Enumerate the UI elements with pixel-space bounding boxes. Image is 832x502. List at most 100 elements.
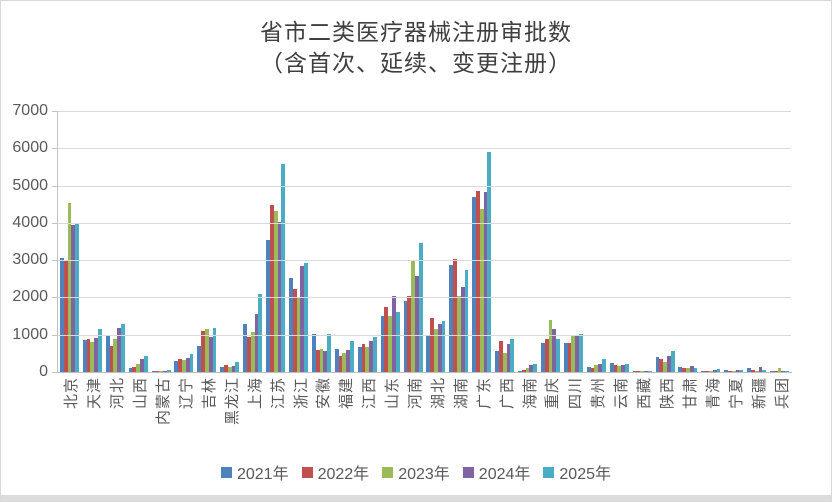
bar-广西-2025年 — [510, 339, 515, 372]
bar-四川-2021年 — [563, 343, 568, 372]
x-axis-tick-label: 广东 — [476, 377, 493, 410]
legend-item-2022年: 2022年 — [301, 460, 370, 484]
bar-安徽-2022年 — [315, 350, 320, 372]
bar-辽宁-2021年 — [174, 361, 179, 372]
bar-北京-2025年 — [75, 224, 79, 372]
bar-贵州-2021年 — [586, 367, 591, 372]
bar-安徽-2021年 — [311, 334, 316, 372]
x-axis-tick-label: 山东 — [385, 377, 402, 410]
bar-兵团-2023年 — [777, 368, 782, 372]
x-axis-tick-label: 甘肃 — [682, 377, 699, 410]
bar-江西-2022年 — [361, 344, 366, 372]
bar-陕西-2024年 — [666, 356, 671, 372]
bar-青海-2024年 — [712, 370, 717, 372]
bar-内蒙古-2024年 — [162, 371, 167, 372]
bar-陕西-2023年 — [663, 362, 667, 372]
bar-上海-2022年 — [247, 337, 251, 372]
bar-福建-2022年 — [338, 356, 343, 372]
bar-浙江-2022年 — [292, 289, 297, 372]
legend-swatch-icon — [543, 466, 555, 478]
bar-海南-2021年 — [518, 371, 522, 372]
x-axis-label-slot: 河北 — [104, 377, 127, 461]
bar-天津-2021年 — [82, 340, 87, 372]
legend-label: 2022年 — [317, 466, 370, 483]
x-axis-tick-label: 辽宁 — [178, 377, 195, 410]
x-axis-tick-label: 北京 — [64, 377, 81, 410]
bar-group-山西 — [127, 111, 150, 372]
x-axis-tick-label: 广西 — [499, 377, 516, 410]
bar-广西-2022年 — [498, 341, 503, 372]
y-axis-tick-label: 2000 — [12, 288, 48, 305]
bar-河北-2022年 — [109, 346, 114, 372]
y-axis-tick-mark — [52, 111, 57, 112]
bar-兵团-2024年 — [781, 371, 786, 372]
bar-福建-2024年 — [346, 350, 351, 372]
bar-group-广西 — [493, 111, 516, 372]
bar-江西-2023年 — [365, 347, 370, 372]
x-axis-label-slot: 河南 — [402, 377, 425, 461]
legend-item-2021年: 2021年 — [220, 460, 289, 484]
bar-内蒙古-2021年 — [151, 371, 156, 372]
bar-兵团-2025年 — [785, 371, 790, 372]
x-axis-tick-label: 兵团 — [774, 377, 791, 410]
x-axis-tick-label: 江西 — [362, 377, 379, 410]
bar-宁夏-2025年 — [739, 370, 744, 372]
bar-广西-2023年 — [502, 353, 507, 372]
bar-黑龙江-2024年 — [231, 366, 236, 372]
bar-新疆-2025年 — [762, 370, 767, 372]
bar-辽宁-2024年 — [185, 358, 190, 372]
bar-青海-2025年 — [716, 369, 721, 372]
legend: 2021年 2022年 2023年 2024年 2025年 — [1, 460, 831, 484]
bar-湖北-2023年 — [434, 329, 438, 372]
bar-天津-2024年 — [94, 338, 99, 372]
bar-兵团-2022年 — [773, 371, 778, 372]
bar-group-黑龙江 — [218, 111, 241, 372]
x-axis-label-slot: 吉林 — [195, 377, 218, 461]
legend-item-2025年: 2025年 — [543, 460, 611, 484]
bar-广西-2024年 — [506, 344, 511, 372]
bar-山东-2022年 — [384, 307, 389, 372]
y-axis-tick-mark — [52, 223, 57, 224]
bar-江西-2021年 — [357, 347, 362, 372]
chart-title: 省市二类医疗器械注册审批数 （含首次、延续、变更注册） — [1, 17, 831, 79]
bar-河南-2025年 — [418, 243, 423, 372]
bar-新疆-2023年 — [754, 371, 759, 372]
bar-天津-2023年 — [90, 342, 95, 372]
bar-吉林-2021年 — [197, 346, 202, 372]
bar-group-内蒙古 — [150, 111, 173, 372]
bar-group-江苏 — [264, 111, 287, 372]
bar-group-天津 — [81, 111, 104, 372]
bar-宁夏-2021年 — [724, 370, 729, 372]
bar-group-新疆 — [745, 111, 768, 372]
bar-河南-2023年 — [411, 260, 415, 372]
x-axis-tick-label: 宁夏 — [728, 377, 745, 410]
x-axis-label-slot: 陕西 — [654, 377, 677, 461]
bar-广东-2022年 — [476, 191, 480, 372]
bar-贵州-2024年 — [598, 364, 602, 372]
bar-group-吉林 — [195, 111, 218, 372]
bar-河北-2021年 — [105, 335, 110, 372]
bar-云南-2025年 — [624, 364, 629, 372]
y-axis-tick-label: 6000 — [12, 139, 48, 156]
x-axis-tick-label: 黑龙江 — [224, 377, 241, 426]
bar-甘肃-2022年 — [682, 368, 687, 372]
bar-四川-2022年 — [567, 343, 572, 372]
x-axis-tick-label: 浙江 — [293, 377, 310, 410]
x-axis-label-slot: 甘肃 — [676, 377, 699, 461]
bar-辽宁-2022年 — [178, 359, 183, 372]
bar-group-贵州 — [585, 111, 608, 372]
bar-重庆-2024年 — [552, 329, 557, 372]
bar-group-海南 — [516, 111, 539, 372]
bar-贵州-2025年 — [601, 359, 606, 372]
x-axis-tick-label: 贵州 — [591, 377, 608, 410]
bar-福建-2021年 — [334, 349, 339, 372]
bar-云南-2024年 — [621, 365, 625, 372]
bar-group-浙江 — [287, 111, 310, 372]
y-axis-tick-mark — [52, 335, 57, 336]
x-axis-label-slot: 贵州 — [585, 377, 608, 461]
bar-海南-2025年 — [533, 364, 538, 372]
x-axis-tick-label: 吉林 — [201, 377, 218, 410]
bar-四川-2023年 — [571, 336, 576, 372]
bar-广东-2025年 — [487, 152, 492, 372]
bar-上海-2025年 — [258, 294, 263, 372]
